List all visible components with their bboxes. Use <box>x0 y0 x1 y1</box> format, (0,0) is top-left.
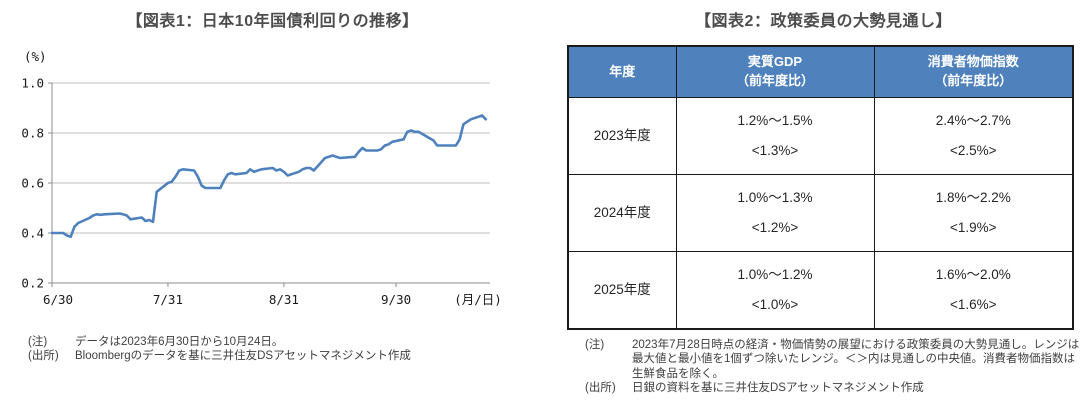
figure2-panel: 【図表2：政策委員の大勢見通し】 年度 実質GDP （前年度比） 消費者物価指数… <box>560 0 1087 412</box>
note-text: 2023年7月28日時点の経済・物価情勢の展望における政策委員の大勢見通し。レン… <box>632 339 1080 380</box>
figure2-notes: (注) 2023年7月28日時点の経済・物価情勢の展望における政策委員の大勢見通… <box>585 338 1085 396</box>
yield-line-series <box>50 114 488 239</box>
cell-cpi: 1.6%～2.0% <1.6%> <box>873 251 1074 330</box>
table-row: 2025年度 1.0%～1.2% <1.0%> 1.6%～2.0% <1.6%> <box>567 251 1074 330</box>
x-axis-tick-label: 7/31 <box>153 292 183 307</box>
x-axis-tick-label: 9/30 <box>381 292 411 307</box>
x-axis-unit-label: (月/日) <box>454 292 502 307</box>
y-axis-unit-label: (%) <box>24 49 47 64</box>
source-text: Bloombergのデータを基に三井住友DSアセットマネジメント作成 <box>75 350 411 363</box>
figure1-panel: 【図表1：日本10年国債利回りの推移】 1.0 0.8 0.6 0.4 0.2 6/30 7… <box>0 13 545 364</box>
header-year: 年度 <box>567 45 677 98</box>
y-axis-tick-label: 1.0 <box>21 76 44 91</box>
y-axis-tick-label: 0.2 <box>21 276 44 291</box>
note-row: (注) データは2023年6月30日から10月24日。 <box>28 335 528 349</box>
figure1-title: 【図表1：日本10年国債利回りの推移】 <box>126 13 419 30</box>
y-axis-tick-label: 0.8 <box>21 126 44 141</box>
table-row: 2024年度 1.0%～1.3% <1.2%> 1.8%～2.2% <1.9%> <box>567 174 1074 252</box>
table-header-row: 年度 実質GDP （前年度比） 消費者物価指数 （前年度比） <box>567 45 1074 98</box>
source-text: 日銀の資料を基に三井住友DSアセットマネジメント作成 <box>632 382 924 395</box>
bond-yield-line-chart: 1.0 0.8 0.6 0.4 0.26/30 7/31 8/31 9/30 (月/日) (%) <box>21 49 502 307</box>
y-axis-tick-label: 0.6 <box>21 176 44 191</box>
cell-year: 2023年度 <box>567 97 677 175</box>
cell-year: 2025年度 <box>567 251 677 330</box>
note-text: データは2023年6月30日から10月24日。 <box>75 336 284 348</box>
cell-year: 2024年度 <box>567 174 677 252</box>
y-axis-tick-label: 0.4 <box>21 226 44 241</box>
forecast-table: 年度 実質GDP （前年度比） 消費者物価指数 （前年度比） 2023年度 1.… <box>567 45 1074 330</box>
figure2-title: 【図表2：政策委員の大勢見通し】 <box>695 13 952 30</box>
note-label: (注) <box>28 336 48 348</box>
figure1-notes: (注) データは2023年6月30日から10月24日。 (出所) Bloombe… <box>28 335 528 364</box>
source-label: (出所) <box>28 350 59 363</box>
cell-gdp: 1.0%～1.2% <1.0%> <box>675 251 875 330</box>
header-cpi: 消費者物価指数 （前年度比） <box>873 45 1074 98</box>
table-row: 2023年度 1.2%～1.5% <1.3%> 2.4%～2.7% <2.5%> <box>567 97 1074 175</box>
cell-gdp: 1.2%～1.5% <1.3%> <box>675 97 875 175</box>
chart-area: 1.0 0.8 0.6 0.4 0.2 6/30 7/31 8/31 9/30 (月/日) (%) <box>0 40 545 340</box>
note-label: (注) <box>585 339 605 351</box>
header-real-gdp: 実質GDP （前年度比） <box>675 45 875 98</box>
x-axis-tick-label: 8/31 <box>269 292 299 307</box>
x-axis-tick-label: 6/30 <box>43 292 73 307</box>
source-label: (出所) <box>585 382 616 395</box>
source-row: (出所) Bloombergのデータを基に三井住友DSアセットマネジメント作成 <box>28 349 528 363</box>
cell-gdp: 1.0%～1.3% <1.2%> <box>675 174 875 252</box>
cell-cpi: 1.8%～2.2% <1.9%> <box>873 174 1074 252</box>
note-row: (注) 2023年7月28日時点の経済・物価情勢の展望における政策委員の大勢見通… <box>585 338 1085 381</box>
source-row: (出所) 日銀の資料を基に三井住友DSアセットマネジメント作成 <box>585 381 1085 395</box>
cell-cpi: 2.4%～2.7% <2.5%> <box>873 97 1074 175</box>
